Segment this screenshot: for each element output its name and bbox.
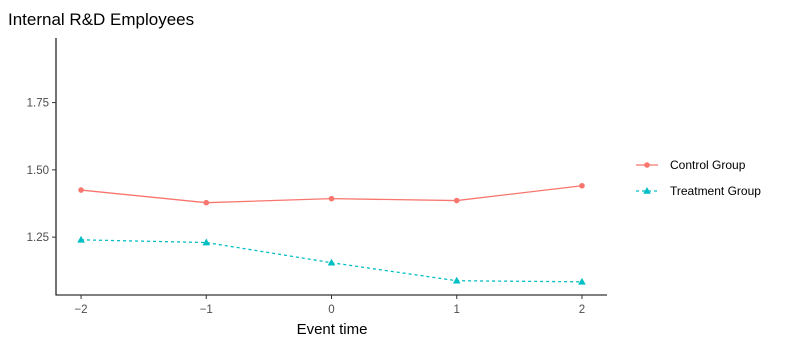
data-point bbox=[78, 187, 84, 193]
data-point bbox=[578, 277, 586, 285]
y-axis-ticks: 1.25 1.50 1.75 bbox=[27, 98, 56, 244]
x-tick-label: −1 bbox=[200, 304, 213, 316]
data-point bbox=[203, 199, 210, 206]
x-tick-label: 0 bbox=[328, 304, 334, 316]
axes bbox=[55, 38, 607, 296]
series-1 bbox=[77, 235, 586, 285]
data-point bbox=[453, 197, 460, 204]
series-layer bbox=[77, 182, 586, 285]
y-tick-label: 1.75 bbox=[27, 98, 49, 110]
legend-label: Treatment Group bbox=[670, 184, 761, 198]
legend-key-marker bbox=[643, 187, 651, 194]
x-tick-label: 2 bbox=[579, 304, 585, 316]
legend: Control Group Treatment Group bbox=[636, 158, 761, 198]
legend-label: Control Group bbox=[670, 158, 746, 172]
data-point bbox=[579, 182, 585, 189]
x-tick-label: 1 bbox=[454, 304, 460, 316]
y-tick-label: 1.50 bbox=[27, 165, 49, 177]
data-point bbox=[77, 235, 85, 243]
data-point bbox=[202, 238, 211, 246]
x-axis-label: Event time bbox=[297, 321, 368, 338]
data-point bbox=[328, 195, 335, 202]
x-axis-ticks: −2 −1 0 1 2 bbox=[74, 295, 585, 316]
legend-item: Control Group bbox=[636, 158, 746, 172]
y-tick-label: 1.25 bbox=[27, 232, 49, 244]
legend-key-marker bbox=[644, 162, 650, 168]
x-tick-label: −2 bbox=[74, 304, 87, 316]
legend-item: Treatment Group bbox=[636, 184, 761, 198]
chart-title: Internal R&D Employees bbox=[8, 10, 194, 29]
series-0 bbox=[78, 182, 585, 206]
data-point bbox=[327, 258, 336, 266]
data-point bbox=[452, 276, 461, 284]
